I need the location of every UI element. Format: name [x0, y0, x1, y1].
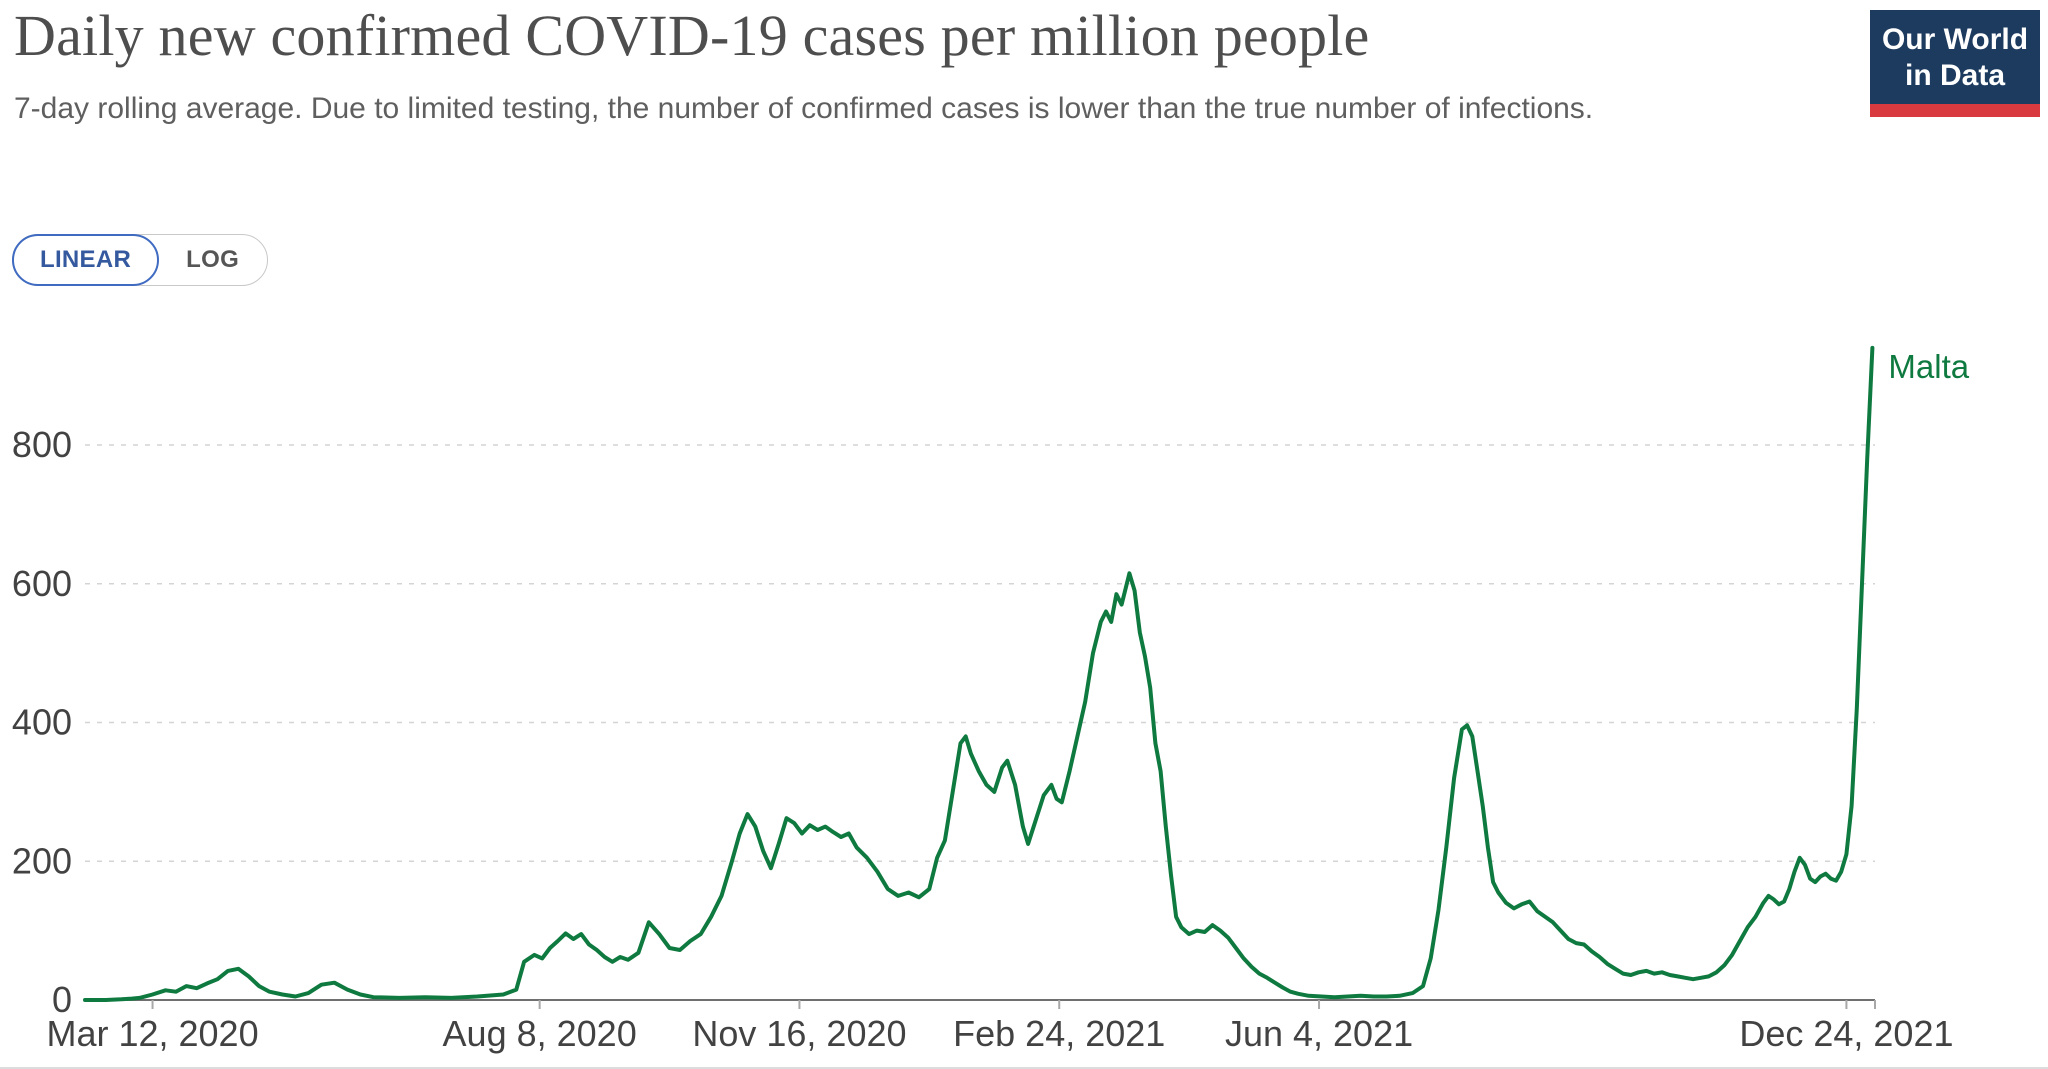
y-tick-label: 800 — [12, 424, 72, 465]
y-tick-label: 0 — [52, 979, 72, 1020]
series-line-malta[interactable] — [83, 345, 1875, 1002]
page-title: Daily new confirmed COVID-19 cases per m… — [14, 3, 1370, 68]
x-tick-label: Dec 24, 2021 — [1739, 1013, 1953, 1054]
x-tick-label: Mar 12, 2020 — [46, 1013, 258, 1054]
y-tick-label: 200 — [12, 840, 72, 881]
log-toggle-button[interactable]: LOG — [158, 235, 267, 285]
series-end-label: Malta — [1888, 348, 1969, 385]
y-tick-label: 400 — [12, 702, 72, 743]
line-chart[interactable]: 0 200 400 600 800 Mar 12, 2020 Aug 8, 2020 Nov … — [0, 320, 2048, 1060]
linear-toggle-button[interactable]: LINEAR — [12, 234, 160, 286]
x-tick-label: Feb 24, 2021 — [953, 1013, 1165, 1054]
x-tick-label: Jun 4, 2021 — [1225, 1013, 1413, 1054]
owid-logo-red-stripe — [1870, 104, 2040, 117]
page-subtitle: 7-day rolling average. Due to limited te… — [14, 92, 1594, 125]
scale-toggle-group: LINEAR LOG — [12, 234, 269, 286]
owid-logo-line2: in Data — [1904, 59, 2006, 92]
x-tick-label: Nov 16, 2020 — [692, 1013, 906, 1054]
owid-logo: Our World in Data — [1870, 10, 2040, 117]
owid-logo-text: Our World in Data — [1870, 10, 2040, 104]
x-tick-label: Aug 8, 2020 — [443, 1013, 637, 1054]
y-tick-label: 600 — [12, 563, 72, 604]
owid-logo-line1: Our World — [1881, 23, 2029, 56]
